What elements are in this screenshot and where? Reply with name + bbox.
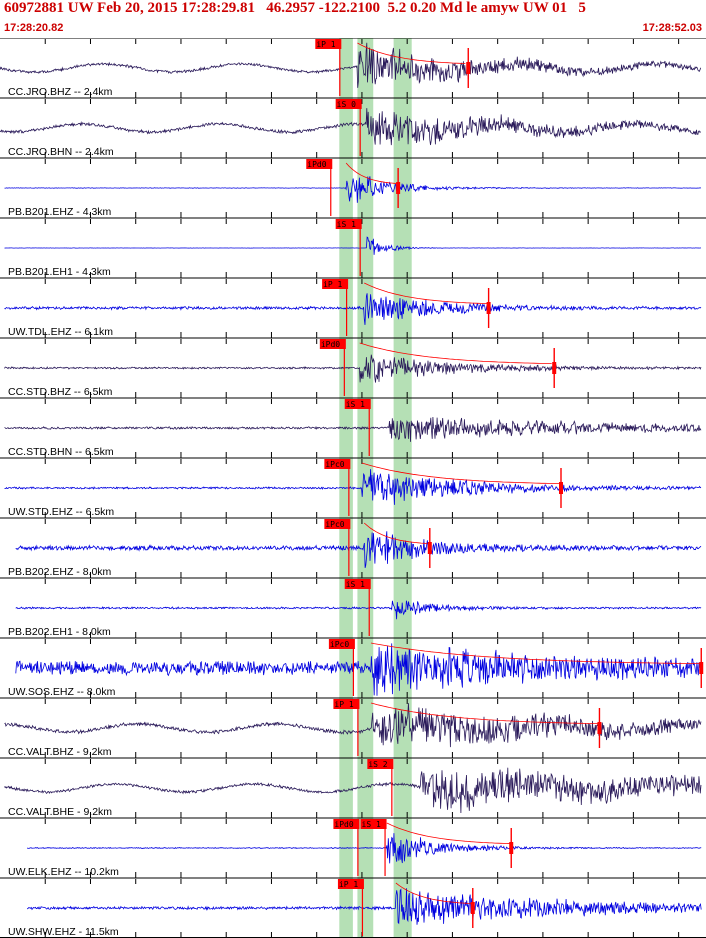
waveform-trace [4,354,702,383]
pick-flag [328,639,355,649]
pick-band-3 [393,38,412,938]
coda-marker-box [558,482,563,494]
pick-flag [337,879,364,889]
pick-label: iP 1 [316,40,335,49]
start-time-label: 17:28:20.82 [4,22,64,34]
pick-flag [324,519,351,529]
coda-envelope [370,642,702,665]
waveform-trace [27,833,702,864]
trace-label: CC.STD.BHZ -- 6.5km [8,386,113,398]
coda-envelope [386,822,510,844]
waveform-trace [0,42,702,88]
trace-label: UW.ELK.EHZ -- 10.2km [8,866,119,878]
waveform-trace [4,293,702,325]
pick-flag [324,459,351,469]
coda-envelope [363,522,428,544]
coda-envelope [364,282,488,304]
pick-band-2 [357,38,374,938]
pick-label: iS 0 [337,100,356,109]
trace-label: CC.JRO.BHZ -- 2.4km [8,86,113,98]
waveform-trace [15,643,702,696]
pick-label: iPc0 [330,640,349,649]
trace-label: CC.VALT.BHE - 9.2km [8,806,112,818]
pick-label: iS 1 [362,820,381,829]
pick-label: iPd0 [334,820,353,829]
waveform-trace [4,767,702,814]
waveform-trace [4,469,702,505]
trace-label: PB.B202.EH1 - 8.0km [8,626,111,638]
pick-label: iS 1 [337,220,356,229]
pick-flag [344,399,371,409]
coda-envelope [345,162,398,184]
trace-label: PB.B202.EHZ - 8.0km [8,566,112,578]
coda-marker-box [597,722,602,734]
coda-envelope [357,42,466,64]
end-time-label: 17:28:52.03 [642,22,702,34]
pick-label: iPd0 [307,160,326,169]
coda-envelope [370,702,600,725]
coda-marker-box [427,542,432,554]
pick-flag [315,39,342,49]
event-title: 60972881 UW Feb 20, 2015 17:28:29.81 46.… [4,0,586,16]
pick-flag [322,279,349,289]
waveform-trace [4,176,702,203]
coda-envelope [395,882,471,904]
trace-label: UW.SOS.EHZ -- 8.0km [8,686,116,698]
pick-label: iS 1 [346,400,365,409]
waveform-trace [27,888,702,925]
pick-flag [344,579,371,589]
pick-flag [360,819,387,829]
event-header: 60972881 UW Feb 20, 2015 17:28:29.81 46.… [0,0,706,38]
waveform-trace [4,236,702,255]
coda-marker-box [552,362,557,374]
pick-label: iP 1 [323,280,342,289]
pick-label: iPc0 [325,460,344,469]
trace-label: PB.B201.EH1 - 4.3km [8,266,111,278]
pick-label: iPc0 [325,520,344,529]
waveform-trace [4,416,702,442]
pick-flag [319,339,346,349]
trace-label: UW.SHW.EHZ - 11.5km [8,926,119,938]
waveform-trace [15,531,702,568]
waveform-trace [15,600,702,620]
pick-flag [367,759,394,769]
coda-marker-box [509,842,514,854]
coda-marker-box [466,62,471,74]
pick-label: iP 1 [339,880,358,889]
pick-flag [335,99,362,109]
pick-label: iPd0 [321,340,340,349]
trace-label: CC.STD.BHN -- 6.5km [8,446,114,458]
pick-label: iS 2 [368,760,387,769]
pick-flag [335,219,362,229]
pick-flag [306,159,333,169]
trace-label: UW.STD.EHZ -- 6.5km [8,506,114,518]
coda-marker-box [486,302,491,314]
coda-envelope [359,342,552,364]
coda-marker-box [470,902,475,914]
coda-marker-box [396,182,401,194]
coda-envelope [361,462,560,484]
waveform-trace [4,703,702,748]
waveform-trace [0,108,702,146]
pick-label: iP 1 [334,700,353,709]
trace-label: UW.TDL.EHZ -- 6.1km [8,326,113,338]
pick-flag [333,699,360,709]
trace-label: CC.JRO.BHN -- 2.4km [8,146,114,158]
coda-marker-box [699,662,704,674]
pick-label: iS 1 [346,580,365,589]
pick-flag [333,819,360,829]
seismogram-panel: iP 1 CC.JRO.BHZ -- 2.4km iS 0 CC.JRO.BHN --… [0,38,706,938]
trace-label: CC.VALT.BHZ - 9.2km [8,746,112,758]
trace-label: PB.B201.EHZ - 4.3km [8,206,112,218]
